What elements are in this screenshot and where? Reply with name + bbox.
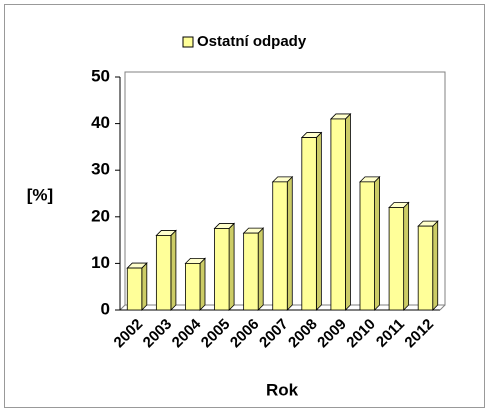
- y-tick-label: 50: [91, 66, 110, 85]
- bar-side: [199, 257, 206, 311]
- bar: [126, 267, 143, 311]
- bar-side: [141, 262, 148, 311]
- legend-label: Ostatní odpady: [197, 33, 307, 50]
- bar-side: [403, 201, 410, 311]
- y-tick-label: 30: [91, 160, 110, 179]
- bar-side: [286, 175, 293, 311]
- y-tick-label: 10: [91, 253, 110, 272]
- bar-side: [315, 131, 322, 311]
- x-axis-label: Rok: [266, 380, 299, 399]
- legend-swatch: [182, 36, 194, 48]
- bar: [272, 181, 288, 311]
- bar-side: [345, 112, 351, 311]
- bar: [243, 232, 259, 311]
- bar: [388, 207, 405, 311]
- y-axis-label: [%]: [27, 185, 53, 204]
- bar: [155, 235, 172, 311]
- bar-side: [432, 220, 439, 311]
- bar-side: [170, 229, 177, 311]
- bar: [330, 118, 346, 311]
- bar: [417, 225, 434, 311]
- bar: [301, 137, 317, 311]
- bar-side: [374, 175, 380, 311]
- bar-side: [228, 222, 235, 311]
- y-tick-label: 40: [91, 113, 110, 132]
- bar-side: [257, 227, 264, 311]
- y-tick-label: 0: [101, 299, 110, 318]
- bar: [214, 228, 230, 311]
- floor-right: [439, 304, 446, 311]
- y-tick-label: 20: [91, 206, 110, 225]
- bar: [185, 262, 201, 311]
- bar: [359, 181, 375, 311]
